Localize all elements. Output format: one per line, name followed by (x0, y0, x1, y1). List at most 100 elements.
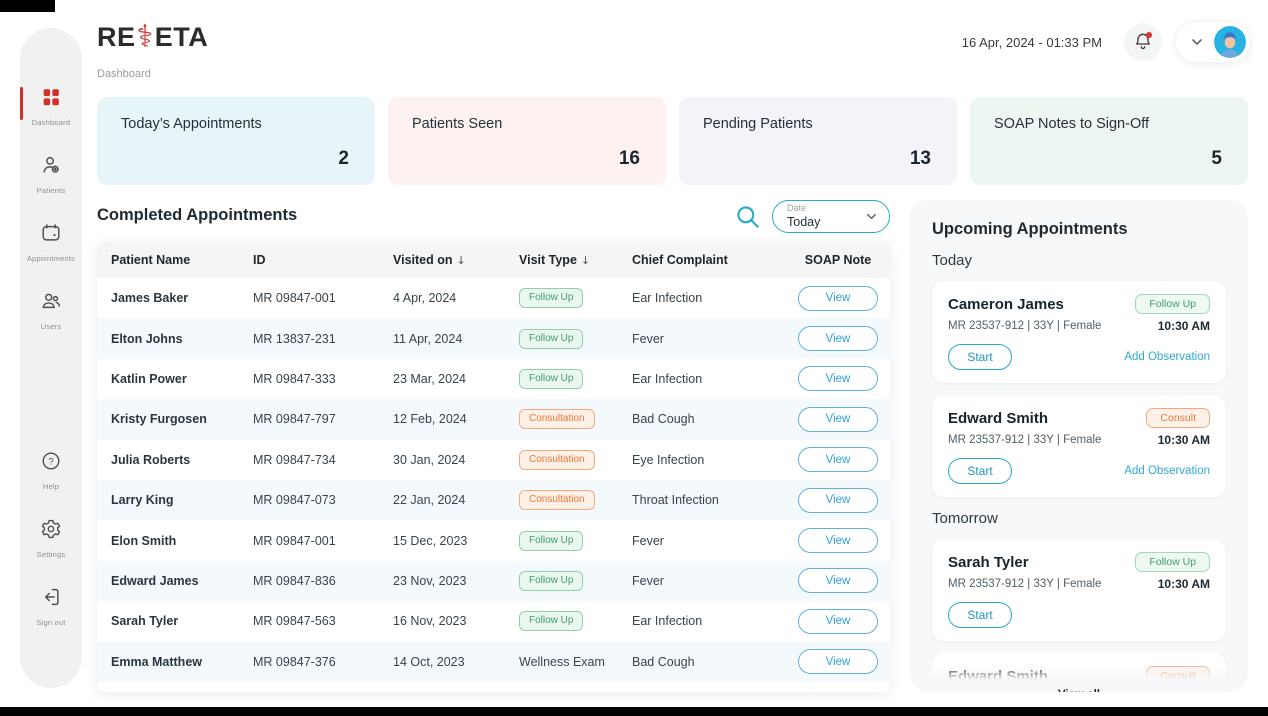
chief-complaint-cell: Bad Cough (632, 412, 695, 427)
view-soap-note-button[interactable]: View (798, 608, 878, 634)
start-appointment-button[interactable]: Start (948, 458, 1012, 484)
stat-card-patients-seen: Patients Seen 16 (388, 97, 666, 185)
chevron-down-icon (864, 209, 879, 224)
patient-id-cell: MR 09847-797 (253, 412, 336, 427)
sidebar-item-label: Patients (36, 186, 66, 195)
column-header-label: Visit Type (519, 253, 577, 267)
sidebar-item-help[interactable]: ? Help (20, 450, 82, 491)
table-row: Julia Roberts MR 09847-734 30 Jan, 2024 Con… (97, 440, 890, 480)
upcoming-patient-name: Sarah Tyler (948, 553, 1029, 571)
sign-out-icon (40, 586, 62, 613)
stat-card-soap-notes-to-sign-off: SOAP Notes to Sign-Off 5 (970, 97, 1248, 185)
stat-card-today-s-appointments: Today’s Appointments 2 (97, 97, 375, 185)
bell-icon (1133, 31, 1153, 54)
chief-complaint-cell: Ear Infection (632, 291, 703, 306)
view-soap-note-button[interactable]: View (798, 528, 878, 554)
visit-type-text: Wellness Exam (519, 654, 605, 669)
upcoming-appointment-card: Sarah Tyler Follow Up MR 23537-912 | 33Y |… (932, 539, 1226, 641)
visit-type-badge: Consultation (519, 490, 595, 511)
stat-value: 13 (909, 148, 931, 169)
avatar[interactable] (1214, 26, 1246, 58)
chief-complaint-cell: Fever (632, 573, 664, 588)
logo-text-pre: RE (97, 22, 136, 52)
view-soap-note-button[interactable]: View (798, 406, 878, 432)
view-soap-note-button[interactable]: View (798, 326, 878, 352)
patient-id-cell: MR 09847-376 (253, 654, 336, 669)
patient-name-cell: Edward James (111, 573, 199, 588)
header-right: 16 Apr, 2024 - 01:33 PM (962, 22, 1250, 62)
sidebar-item-appointments[interactable]: Appointments (20, 222, 82, 263)
column-header-soap-note: SOAP Note (786, 253, 890, 267)
help-icon: ? (40, 450, 62, 477)
date-filter-dropdown[interactable]: Date Today (772, 200, 890, 233)
upcoming-visit-type-badge: Consult (1146, 408, 1210, 428)
upcoming-appointment-card: Cameron James Follow Up MR 23537-912 | 33Y… (932, 281, 1226, 383)
stat-label: Pending Patients (703, 116, 813, 132)
view-soap-note-button[interactable]: View (798, 649, 878, 675)
stat-value: 2 (338, 148, 349, 169)
chevron-down-icon[interactable] (1189, 34, 1205, 50)
view-soap-note-button[interactable]: View (798, 366, 878, 392)
patient-id-cell: MR 13837-231 (253, 331, 336, 346)
patient-id-cell: MR 09847-073 (253, 493, 336, 508)
sidebar-item-users[interactable]: Users (20, 290, 82, 331)
upcoming-patient-name: Edward Smith (948, 409, 1049, 427)
sidebar-item-sign-out[interactable]: Sign out (20, 586, 82, 627)
soap-note-cell: View (786, 608, 890, 634)
table-row: Elton Johns MR 13837-231 11 Apr, 2024 Follo… (97, 318, 890, 359)
upcoming-patient-meta: MR 23537-912 | 33Y | Female (948, 434, 1102, 446)
search-button[interactable] (732, 203, 762, 233)
appointment-card-header: Edward Smith Consult (948, 408, 1210, 428)
add-observation-link[interactable]: Add Observation (1124, 465, 1210, 477)
upcoming-visit-type-badge: Follow Up (1135, 552, 1210, 572)
visit-type-badge: Follow Up (519, 611, 584, 632)
date-filter-texts: Date Today (787, 204, 864, 229)
patient-id-cell: MR 09847-001 (253, 533, 336, 548)
view-soap-note-button[interactable]: View (798, 487, 878, 513)
start-appointment-button[interactable]: Start (948, 602, 1012, 628)
visited-on-cell: 30 Jan, 2024 (393, 452, 466, 467)
patient-name-cell: Katlin Power (111, 371, 187, 386)
visit-type-cell: Follow Up (519, 611, 632, 632)
sort-icon[interactable]: ↓ (456, 254, 466, 267)
date-filter-label: Date (787, 203, 807, 214)
caduceus-icon: ⚕ (136, 19, 154, 55)
patients-icon (40, 154, 62, 181)
profile-menu[interactable] (1176, 22, 1250, 62)
appointments-calendar-icon (40, 222, 62, 249)
patient-name-cell: Larry King (111, 493, 174, 508)
sidebar-item-dashboard[interactable]: Dashboard (20, 86, 82, 127)
view-soap-note-button[interactable]: View (798, 285, 878, 311)
sidebar-item-label: Appointments (26, 254, 76, 263)
notifications-button[interactable] (1124, 23, 1162, 61)
notification-dot (1146, 32, 1152, 38)
chief-complaint-cell: Ear Infection (632, 371, 703, 386)
sidebar-item-settings[interactable]: Settings (20, 518, 82, 559)
visit-type-cell: Consultation (519, 409, 632, 430)
active-indicator (20, 87, 23, 120)
column-header-visited-on: Visited on ↓ (393, 253, 519, 267)
stat-value: 5 (1211, 148, 1222, 169)
view-soap-note-button[interactable]: View (798, 568, 878, 594)
upcoming-appointments-panel: Upcoming Appointments Today Cameron James… (910, 200, 1248, 692)
table-row: Larry King MR 09847-073 22 Jan, 2024 Consul… (97, 479, 890, 521)
sidebar-item-patients[interactable]: Patients (20, 154, 82, 195)
view-soap-note-button[interactable]: View (798, 447, 878, 473)
appointment-card-actions: Start (948, 602, 1210, 628)
table-row: James Baker MR 09847-001 4 Apr, 2024 Follow… (97, 278, 890, 318)
soap-note-cell: View (786, 406, 890, 432)
stat-label: SOAP Notes to Sign-Off (994, 116, 1150, 132)
visit-type-badge: Consultation (519, 449, 595, 470)
upcoming-title: Upcoming Appointments (932, 220, 1128, 238)
view-all-link[interactable]: View all (932, 689, 1226, 692)
sort-icon[interactable]: ↓ (580, 254, 591, 267)
add-observation-link[interactable]: Add Observation (1124, 351, 1210, 363)
completed-appointments-title: Completed Appointments (97, 206, 298, 224)
start-appointment-button[interactable]: Start (948, 344, 1012, 370)
screen-artifact-top (0, 0, 55, 12)
patient-id-cell: MR 09847-333 (253, 371, 336, 386)
app-logo: RE ⚕ ETA (97, 22, 208, 53)
appointment-card-details: MR 23537-912 | 33Y | Female 10:30 AM (948, 577, 1210, 591)
patient-name-cell: James Baker (111, 291, 189, 306)
sidebar-item-label: Users (40, 322, 62, 331)
